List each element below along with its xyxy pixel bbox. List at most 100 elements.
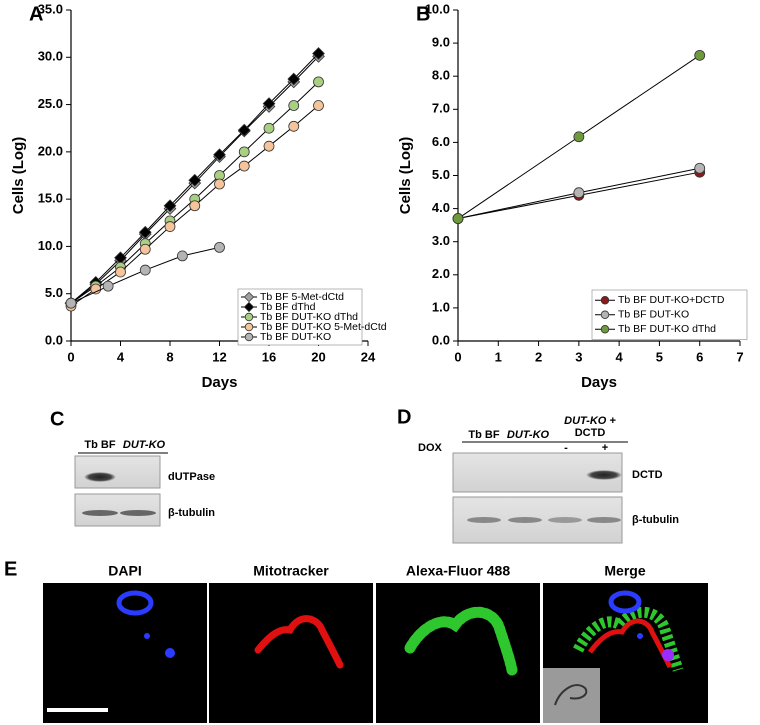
- data-point: [263, 140, 275, 152]
- data-point: [214, 241, 225, 253]
- data-point: [573, 187, 585, 199]
- data-point: [312, 47, 325, 60]
- legend-marker: [244, 332, 254, 342]
- data-point: [287, 72, 301, 86]
- image-title: Mitotracker: [253, 563, 329, 579]
- legend-marker: [244, 322, 254, 332]
- data-point: [288, 120, 300, 132]
- panel-letter: C: [50, 408, 64, 430]
- data-point: [313, 100, 324, 111]
- panel-letter: D: [397, 406, 411, 428]
- panel-letter: E: [4, 558, 17, 580]
- y-tick-label: 30.0: [38, 49, 63, 64]
- data-point: [288, 100, 300, 111]
- y-axis-title: Cells (Log): [10, 137, 27, 215]
- legend-label: Tb BF DUT-KO 5-Met-dCtd: [260, 321, 387, 333]
- y-tick-label: 15.0: [38, 191, 63, 206]
- x-tick-label: 4: [616, 349, 624, 364]
- lane-label: Tb BF: [468, 429, 499, 441]
- legend-label: Tb BF DUT-KO dThd: [618, 323, 716, 335]
- dox-sign: +: [602, 442, 608, 454]
- x-axis-title: Days: [202, 374, 238, 391]
- y-axis-title: Cells (Log): [397, 137, 414, 215]
- group-label: DUT-KO +: [564, 415, 616, 427]
- y-tick-label: 25.0: [38, 96, 63, 111]
- legend-marker: [600, 310, 610, 319]
- y-tick-label: 5.0: [45, 285, 63, 300]
- band: [548, 517, 582, 523]
- legend-label: Tb BF DUT-KO: [260, 331, 331, 343]
- data-point: [694, 162, 706, 174]
- y-tick-label: 2.0: [432, 266, 450, 281]
- y-tick-label: 10.0: [425, 1, 450, 16]
- legend-label: Tb BF DUT-KO: [618, 309, 689, 321]
- data-point: [263, 122, 275, 134]
- y-tick-label: 7.0: [432, 101, 450, 116]
- mito-signal: [254, 615, 344, 669]
- data-point: [139, 243, 151, 255]
- x-tick-label: 12: [212, 349, 226, 364]
- y-tick-label: 6.0: [432, 134, 450, 149]
- data-point: [102, 280, 114, 292]
- x-tick-label: 24: [361, 349, 376, 364]
- x-tick-label: 7: [736, 349, 743, 364]
- y-tick-label: 9.0: [432, 35, 450, 50]
- legend-label: Tb BF dThd: [260, 301, 316, 313]
- y-tick-label: 0.0: [45, 332, 63, 347]
- lane-label: DUT-KO: [123, 439, 166, 451]
- dox-sign: -: [564, 442, 568, 454]
- y-tick-label: 35.0: [38, 1, 63, 16]
- row-label: β-tubulin: [632, 514, 679, 526]
- data-point: [573, 131, 585, 143]
- image-title: Alexa-Fluor 488: [406, 563, 510, 579]
- data-point: [214, 178, 225, 190]
- merge-signal: [573, 590, 684, 672]
- micrograph: [209, 583, 373, 723]
- data-point: [139, 264, 151, 276]
- dic-cell: [554, 684, 588, 706]
- data-point: [452, 213, 464, 224]
- data-point: [213, 148, 226, 162]
- band: [586, 470, 622, 480]
- x-tick-label: 3: [575, 349, 582, 364]
- group-label: DCTD: [575, 427, 606, 439]
- row-label: dUTPase: [168, 471, 215, 483]
- band: [120, 510, 156, 516]
- x-axis-title: Days: [581, 374, 617, 391]
- micrograph: [376, 583, 540, 723]
- panel-letter: B: [416, 3, 430, 25]
- data-point: [238, 146, 250, 158]
- data-point: [694, 49, 706, 61]
- band: [508, 517, 542, 523]
- legend-marker: [600, 296, 610, 305]
- row-label: β-tubulin: [168, 507, 215, 519]
- data-point: [90, 283, 102, 295]
- y-tick-label: 10.0: [38, 238, 63, 253]
- band: [587, 517, 621, 523]
- x-tick-label: 16: [262, 349, 276, 364]
- blot: [74, 455, 161, 489]
- micrograph: [43, 583, 207, 723]
- data-point: [176, 250, 188, 262]
- legend-box: [591, 289, 748, 340]
- y-tick-label: 3.0: [432, 233, 450, 248]
- image-title: DAPI: [108, 563, 141, 579]
- legend-box: [237, 288, 363, 346]
- y-tick-label: 0.0: [432, 332, 450, 347]
- band: [467, 517, 501, 523]
- dox-label: DOX: [418, 442, 443, 454]
- lane-label: Tb BF: [84, 439, 115, 451]
- data-point: [238, 160, 250, 172]
- x-tick-label: 6: [696, 349, 703, 364]
- data-point: [237, 123, 251, 137]
- data-point: [115, 266, 126, 278]
- y-tick-label: 4.0: [432, 200, 450, 215]
- data-point: [65, 297, 77, 309]
- legend-marker: [600, 325, 610, 334]
- x-tick-label: 5: [656, 349, 663, 364]
- y-tick-label: 1.0: [432, 299, 450, 314]
- data-point: [189, 200, 201, 212]
- legend-label: Tb BF DUT-KO+DCTD: [618, 294, 725, 306]
- x-tick-label: 0: [67, 349, 74, 364]
